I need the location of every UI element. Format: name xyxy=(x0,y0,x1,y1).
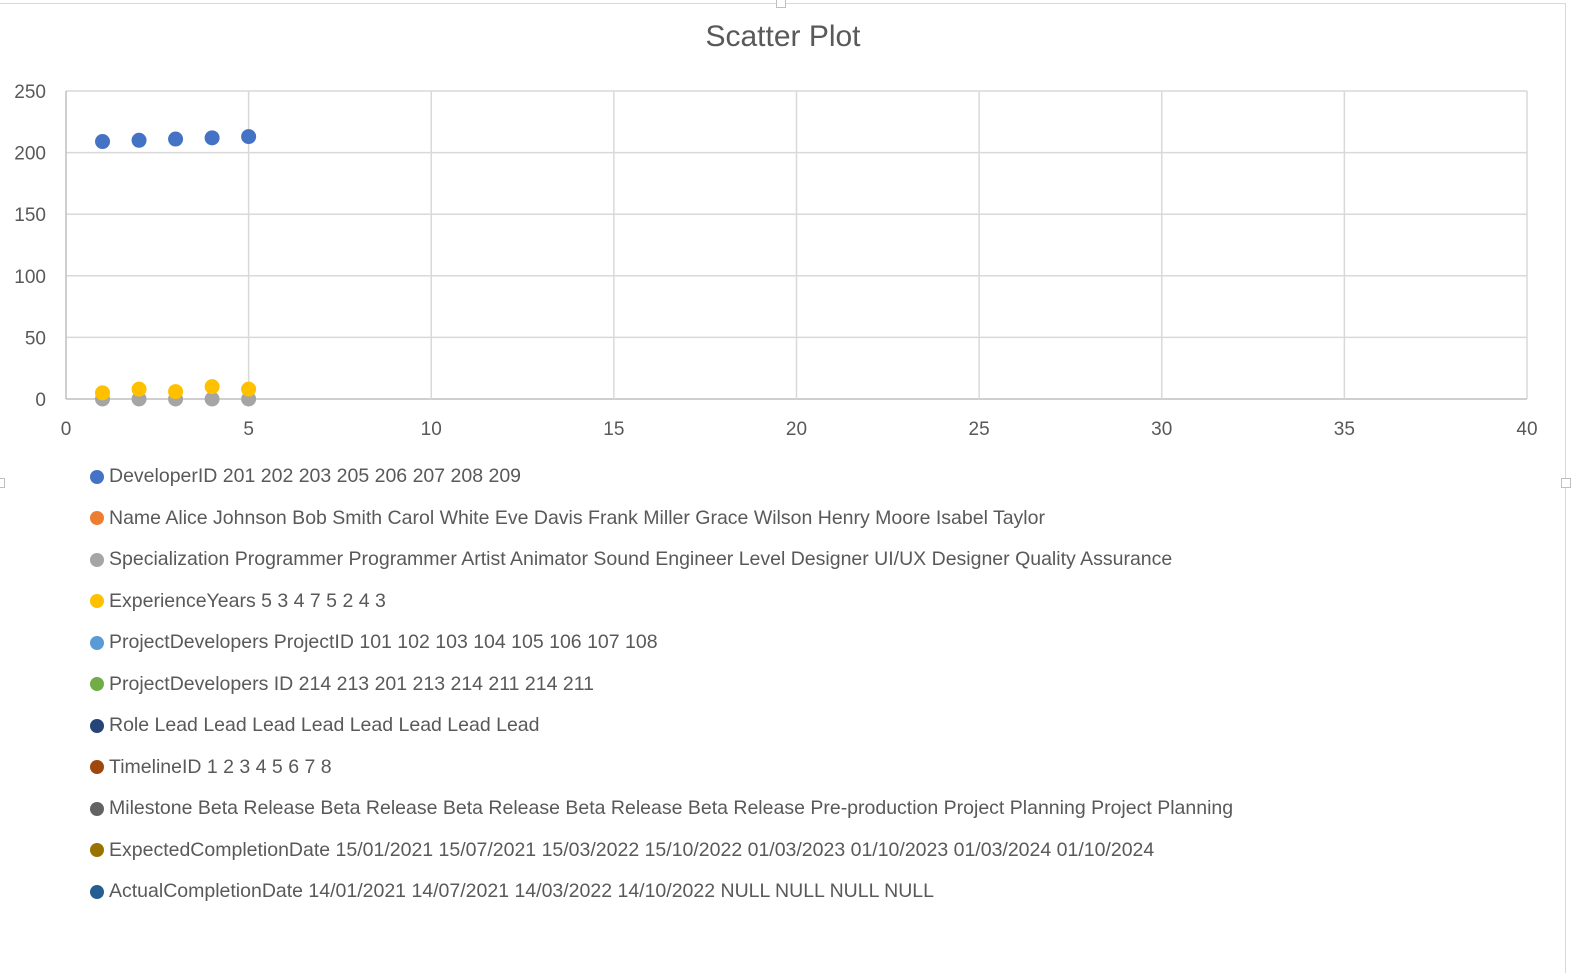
legend-label: DeveloperID 201 202 203 205 206 207 208 … xyxy=(109,465,522,488)
legend-label: Role Lead Lead Lead Lead Lead Lead Lead … xyxy=(109,714,540,737)
y-tick-label: 250 xyxy=(14,82,46,103)
x-tick-label: 10 xyxy=(421,419,442,440)
resize-handle-left[interactable] xyxy=(0,478,5,488)
data-point xyxy=(241,129,257,145)
x-tick-label: 20 xyxy=(786,419,807,440)
legend-marker-icon xyxy=(90,801,104,816)
legend-label: ActualCompletionDate 14/01/2021 14/07/20… xyxy=(109,880,934,903)
x-tick-label: 40 xyxy=(1516,419,1537,440)
legend-label: TimelineID 1 2 3 4 5 6 7 8 xyxy=(109,755,332,778)
data-point xyxy=(241,381,257,397)
legend-label: Milestone Beta Release Beta Release Beta… xyxy=(109,797,1234,820)
legend-marker-icon xyxy=(90,511,104,526)
legend-entry: ActualCompletionDate 14/01/2021 14/07/20… xyxy=(90,871,1233,913)
legend-marker-icon xyxy=(90,469,104,484)
data-point xyxy=(204,391,220,407)
data-point xyxy=(95,134,111,150)
legend-marker-icon xyxy=(90,718,104,733)
data-point xyxy=(131,381,147,397)
legend-marker-icon xyxy=(90,884,104,899)
y-tick-label: 0 xyxy=(35,390,46,411)
chart-title: Scatter Plot xyxy=(705,20,861,53)
legend-entry: Milestone Beta Release Beta Release Beta… xyxy=(90,788,1233,830)
legend-marker-icon xyxy=(90,760,104,775)
legend-entry: ProjectDevelopers ID 214 213 201 213 214… xyxy=(90,664,1233,706)
legend-entry: Role Lead Lead Lead Lead Lead Lead Lead … xyxy=(90,705,1233,747)
data-point xyxy=(168,131,184,147)
x-tick-label: 35 xyxy=(1334,419,1355,440)
y-tick-label: 150 xyxy=(14,205,46,226)
data-point xyxy=(131,132,147,148)
legend-entry: ExpectedCompletionDate 15/01/2021 15/07/… xyxy=(90,830,1233,872)
x-tick-label: 0 xyxy=(61,419,72,440)
legend-marker-icon xyxy=(90,635,104,650)
resize-handle-right[interactable] xyxy=(1561,478,1571,488)
legend-entry: ExperienceYears 5 3 4 7 5 2 4 3 xyxy=(90,581,1233,623)
data-point xyxy=(204,379,220,395)
x-tick-label: 5 xyxy=(243,419,254,440)
y-tick-label: 200 xyxy=(14,144,46,165)
legend-label: ProjectDevelopers ProjectID 101 102 103 … xyxy=(109,631,658,654)
y-tick-label: 100 xyxy=(14,267,46,288)
scatter-plot-area: 0 50 100 150 200 250 0 5 10 15 20 25 30 35 40 xyxy=(14,82,1537,440)
legend-label: ExpectedCompletionDate 15/01/2021 15/07/… xyxy=(109,838,1155,861)
x-tick-label: 15 xyxy=(603,419,624,440)
legend-entry: TimelineID 1 2 3 4 5 6 7 8 xyxy=(90,747,1233,789)
data-point xyxy=(168,384,184,400)
legend-marker-icon xyxy=(90,843,104,858)
legend-entry: ProjectDevelopers ProjectID 101 102 103 … xyxy=(90,622,1233,664)
x-tick-label: 30 xyxy=(1151,419,1172,440)
legend-marker-icon xyxy=(90,594,104,609)
legend-marker-icon xyxy=(90,552,104,567)
data-point xyxy=(95,385,111,401)
legend-entry: Specialization Programmer Programmer Art… xyxy=(90,539,1233,581)
resize-handle-top[interactable] xyxy=(776,0,786,8)
legend-label: ExperienceYears 5 3 4 7 5 2 4 3 xyxy=(109,589,386,612)
x-tick-label: 25 xyxy=(969,419,990,440)
chart-legend: DeveloperID 201 202 203 205 206 207 208 … xyxy=(90,456,1233,913)
legend-marker-icon xyxy=(90,677,104,692)
legend-label: Specialization Programmer Programmer Art… xyxy=(109,548,1173,571)
legend-entry: Name Alice Johnson Bob Smith Carol White… xyxy=(90,498,1233,540)
legend-label: ProjectDevelopers ID 214 213 201 213 214… xyxy=(109,672,594,695)
legend-entry: DeveloperID 201 202 203 205 206 207 208 … xyxy=(90,456,1233,498)
y-tick-label: 50 xyxy=(25,328,46,349)
data-point xyxy=(204,130,220,146)
legend-label: Name Alice Johnson Bob Smith Carol White… xyxy=(109,506,1045,529)
